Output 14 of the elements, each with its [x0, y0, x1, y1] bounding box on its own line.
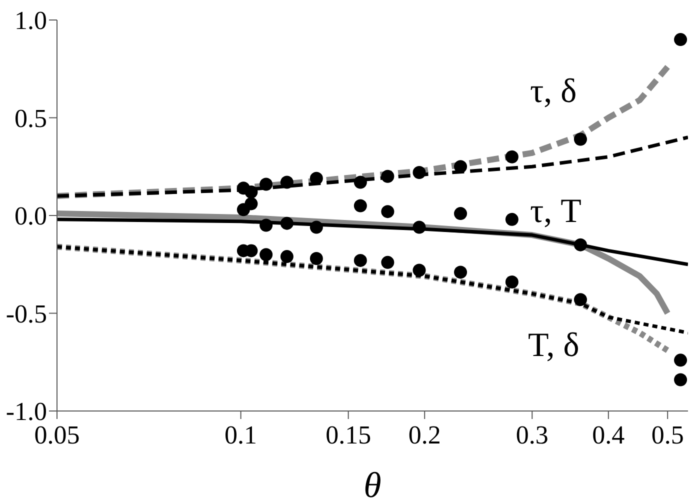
x-axis-title: θ: [364, 465, 382, 501]
y-tick-label: 0.5: [14, 104, 47, 133]
x-tick-label: 0.3: [516, 420, 548, 450]
x-tick-label: 0.5: [651, 420, 684, 450]
y-tick-label: -0.5: [6, 299, 47, 328]
y-tick-label: 0.0: [14, 202, 47, 231]
y-tick-label: 1.0: [14, 6, 47, 36]
annotation: T, δ: [528, 326, 580, 366]
x-tick-label: 0.2: [408, 420, 441, 450]
annotation: τ, T: [530, 192, 582, 232]
x-tick-label: 0.4: [592, 420, 625, 450]
x-tick-label: 0.1: [224, 420, 258, 450]
annotation: τ, δ: [530, 72, 577, 112]
x-tick-label: 0.15: [326, 420, 372, 450]
